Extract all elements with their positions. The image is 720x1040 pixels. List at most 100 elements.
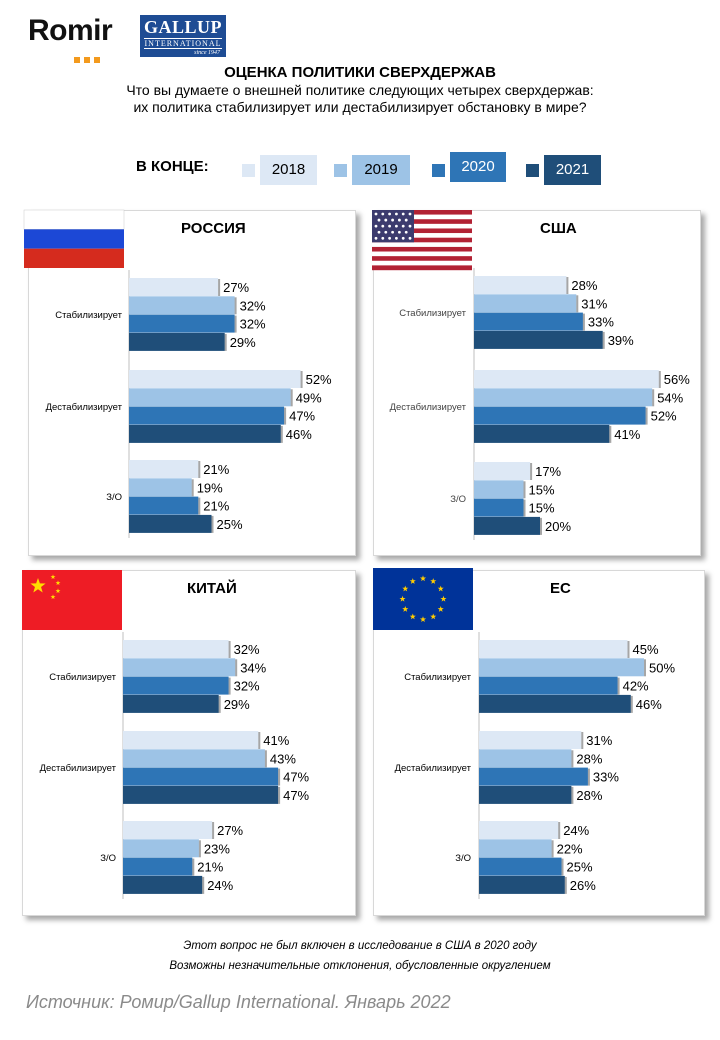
bar	[474, 406, 646, 425]
category-label: Дестабилизирует	[40, 763, 117, 774]
flag-star	[430, 578, 437, 584]
data-label: 22%	[557, 841, 583, 856]
data-label: 26%	[570, 878, 596, 893]
flag-stripe	[372, 233, 472, 238]
data-label: 24%	[207, 878, 233, 893]
flag-stripe	[372, 228, 472, 234]
bar-shadow	[630, 695, 633, 713]
flag-stripe-red	[24, 248, 124, 268]
data-label: 32%	[240, 317, 266, 332]
legend-entry-2018: 2018	[260, 155, 317, 185]
bar-shadow	[278, 786, 281, 804]
bar	[123, 676, 229, 695]
legend-marker-2018	[242, 164, 255, 177]
bar	[479, 731, 582, 749]
chart-title: КИТАЙ	[187, 580, 237, 597]
chart-title: РОССИЯ	[181, 220, 246, 237]
flag-stripe	[372, 210, 472, 215]
bar-shadow	[571, 750, 574, 768]
data-label: 41%	[614, 427, 640, 442]
russia-flag-icon	[23, 209, 125, 268]
legend-marker-2021	[526, 164, 539, 177]
flag-small-star	[55, 580, 61, 586]
flag-star	[377, 218, 381, 222]
flag-small-star	[55, 588, 61, 594]
flag-star	[391, 218, 394, 222]
bar	[123, 640, 229, 658]
bar-shadow	[558, 822, 561, 839]
data-label: 17%	[535, 464, 561, 479]
bar-shadow	[198, 497, 201, 515]
bar	[123, 839, 199, 858]
legend: 2018 2019 2020 2021	[0, 0, 720, 200]
category-label: Стабилизирует	[55, 310, 122, 321]
bar-shadow	[212, 822, 215, 839]
data-label: 21%	[197, 860, 223, 875]
data-label: 52%	[651, 409, 677, 424]
bar-shadow	[264, 750, 267, 768]
flag-star	[402, 585, 409, 592]
data-label: 42%	[623, 679, 649, 694]
gallup-logo-line1: GALLUP	[143, 17, 222, 37]
bar-shadow	[652, 389, 655, 407]
flag-star	[419, 616, 427, 623]
flag-star	[404, 218, 408, 222]
flag-star	[374, 212, 378, 216]
bar	[474, 424, 610, 443]
data-label: 23%	[204, 841, 230, 856]
flag-stripe	[372, 246, 472, 252]
flag-field	[22, 570, 122, 630]
bar-shadow	[561, 858, 564, 876]
flag-star	[404, 230, 408, 234]
bar	[479, 857, 562, 876]
bar	[479, 694, 631, 713]
bar	[123, 767, 279, 786]
bar-shadow	[234, 315, 237, 333]
legend-entry-2020: 2020	[450, 152, 506, 182]
data-label: 50%	[649, 660, 675, 675]
flag-stripe-white	[23, 209, 125, 230]
bar-shadow	[284, 407, 287, 425]
flag-stripe	[372, 214, 472, 220]
note-2: Возможны незначительные отклонения, обус…	[169, 960, 551, 972]
chart-title: ЕС	[550, 580, 571, 597]
legend-entry-2019: 2019	[352, 155, 410, 185]
data-label: 47%	[289, 409, 315, 424]
bar	[123, 731, 259, 749]
data-label: 20%	[545, 519, 571, 534]
bar-shadow	[202, 876, 205, 894]
bar-shadow	[523, 499, 526, 517]
bar	[474, 388, 653, 407]
data-label: 47%	[283, 788, 309, 803]
flag-canton	[372, 210, 414, 243]
bar	[123, 857, 193, 876]
data-label: 33%	[593, 770, 619, 785]
flag-star	[398, 218, 401, 222]
usa-flag-icon	[372, 210, 472, 271]
data-label: 24%	[563, 823, 589, 838]
bar-shadow	[258, 732, 261, 749]
data-label: 49%	[296, 390, 322, 405]
romir-logo: Romir	[28, 14, 113, 47]
flag-star	[409, 613, 416, 620]
data-label: 29%	[230, 335, 256, 350]
data-label: 33%	[588, 315, 614, 330]
bar	[479, 749, 572, 768]
bar	[129, 496, 199, 515]
data-label: 28%	[576, 788, 602, 803]
flag-star	[381, 236, 385, 240]
bar-shadow	[211, 515, 214, 533]
data-label: 31%	[586, 733, 612, 748]
data-label: 21%	[203, 462, 229, 477]
flag-star	[437, 606, 444, 612]
bar-shadow	[645, 407, 648, 425]
flag-star	[384, 218, 388, 222]
data-label: 41%	[263, 733, 289, 748]
flag-stripe-blue	[24, 229, 124, 249]
bar-shadow	[228, 677, 231, 695]
legend-marker-2019	[334, 164, 347, 177]
data-label: 56%	[664, 372, 690, 387]
flag-star	[381, 224, 385, 228]
legend-marker-2020	[432, 164, 445, 177]
